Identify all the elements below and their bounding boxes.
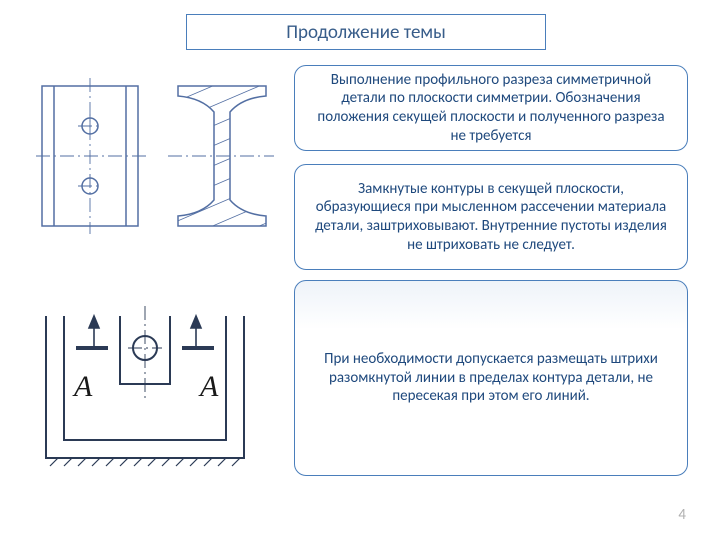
info-text-2: Замкнутые контуры в секущей плоскости, о… <box>309 180 673 255</box>
info-box-2: Замкнутые контуры в секущей плоскости, о… <box>294 164 688 270</box>
info-box-3: При необходимости допускается размещать … <box>294 280 688 476</box>
drawing-symmetric-views <box>36 72 274 242</box>
label-a-left: А <box>72 370 93 403</box>
title-box: Продолжение темы <box>186 14 546 50</box>
label-a-right: А <box>198 370 219 403</box>
drawing-section-a: А А <box>36 298 256 478</box>
title-text: Продолжение темы <box>286 21 446 44</box>
page-number: 4 <box>678 506 686 524</box>
page-number-text: 4 <box>678 506 686 524</box>
drawing-svg-1 <box>36 72 274 242</box>
info-box-1: Выполнение профильного разреза симметрич… <box>294 65 688 151</box>
info-text-3: При необходимости допускается размещать … <box>309 350 673 406</box>
drawing-svg-2: А А <box>36 298 256 478</box>
info-text-1: Выполнение профильного разреза симметрич… <box>309 71 673 146</box>
